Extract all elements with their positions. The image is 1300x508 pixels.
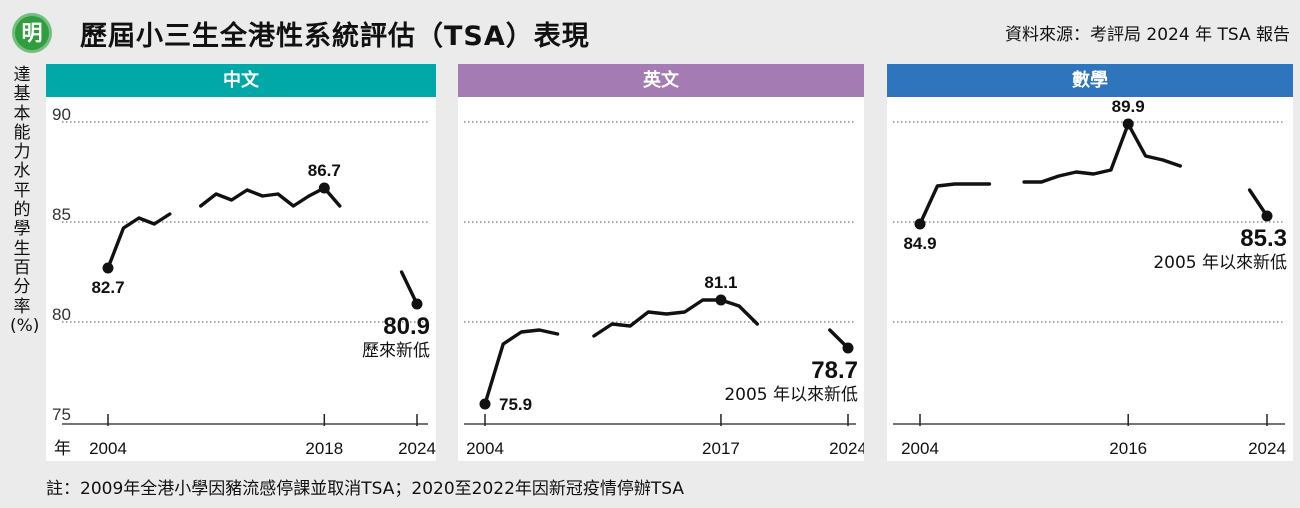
data-point-2018 [318, 182, 330, 194]
series-line-segment-3 [399, 270, 419, 306]
y-axis-label: 達基本能力水平的學生百分率(%) [10, 65, 40, 336]
data-point-2004 [914, 218, 926, 230]
data-point-2004 [479, 398, 491, 410]
panel-english: 英文 2004 2017 2024 75.9 81.1 78.7 2005 年以來新低 [458, 64, 864, 461]
x-tick-label: 2018 [305, 439, 343, 458]
annotation-note: 2005 年以來新低 [1153, 253, 1287, 273]
x-tick-label: 2024 [829, 439, 864, 458]
y-tick-label: 75 [52, 405, 71, 424]
panel-chinese: 中文 75 80 85 90 年 2004 2018 2024 82.7 86.7 80.9 歷來新低 [46, 64, 436, 461]
series-line-segment-2 [592, 298, 759, 338]
footnote: 註：2009年全港小學因豬流感停課並取消TSA；2020至2022年因新冠疫情停… [46, 479, 685, 499]
x-tick-label: 2004 [89, 439, 127, 458]
x-tick-label: 年 [54, 439, 71, 458]
data-point-2024 [842, 342, 854, 354]
x-tick-label: 2004 [901, 439, 939, 458]
panel-title-english: 英文 [458, 64, 864, 97]
data-label-2024: 85.3 [1240, 225, 1287, 252]
data-point-2024 [411, 298, 423, 310]
data-point-2017 [715, 294, 727, 306]
data-label-2018: 86.7 [308, 161, 341, 180]
y-tick-label: 90 [52, 105, 71, 124]
data-label-2024: 78.7 [811, 357, 858, 384]
panel-math: 數學 2004 2016 2024 84.9 89.9 85.3 2005 年以來新低 [887, 64, 1293, 461]
data-label-2004: 75.9 [499, 395, 532, 414]
x-tick-label: 2016 [1109, 439, 1147, 458]
chart-header: 明 歷屆小三生全港性系統評估（TSA）表現 資料來源：考評局 2024 年 TS… [0, 0, 1300, 62]
x-tick-label: 2024 [398, 439, 436, 458]
x-tick-label: 2024 [1248, 439, 1286, 458]
y-tick-label: 85 [52, 205, 71, 224]
series-line-segment-1 [483, 328, 560, 406]
series-line-segment-1 [106, 212, 172, 270]
newspaper-logo: 明 [12, 13, 52, 53]
data-label-2024: 80.9 [383, 313, 430, 340]
data-label-2017: 81.1 [704, 273, 737, 292]
data-point-2024 [1261, 210, 1273, 222]
source-note: 資料來源：考評局 2024 年 TSA 報告 [1005, 25, 1290, 45]
data-label-2004: 84.9 [903, 234, 936, 253]
chart-title: 歷屆小三生全港性系統評估（TSA）表現 [80, 21, 590, 52]
y-tick-label: 80 [52, 305, 71, 324]
data-label-2016: 89.9 [1112, 97, 1145, 116]
series-line-segment-1 [918, 182, 992, 226]
data-point-2016 [1122, 118, 1134, 130]
data-point-2004 [102, 262, 114, 274]
panel-title-chinese: 中文 [46, 64, 436, 97]
x-tick-label: 2004 [466, 439, 504, 458]
series-line-segment-2 [1022, 122, 1182, 184]
panel-title-math: 數學 [887, 64, 1293, 97]
data-label-2004: 82.7 [91, 278, 124, 297]
series-line-segment-2 [198, 186, 342, 208]
annotation-note: 2005 年以來新低 [724, 385, 858, 405]
x-tick-label: 2017 [702, 439, 740, 458]
annotation-note: 歷來新低 [362, 341, 430, 361]
